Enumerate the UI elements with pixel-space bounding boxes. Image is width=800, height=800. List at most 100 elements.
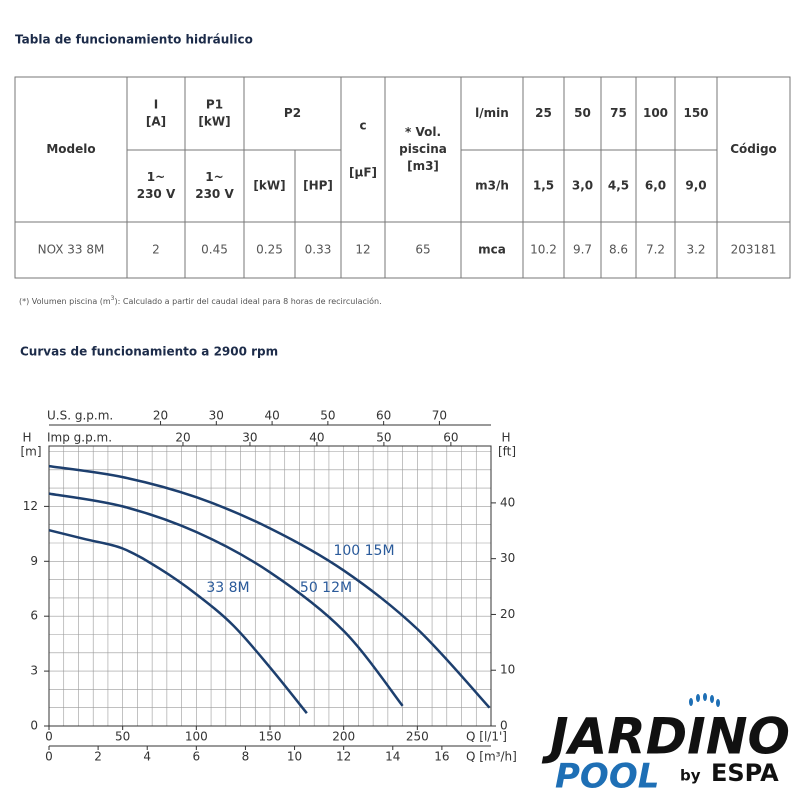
y-unit: [m]: [20, 445, 41, 459]
x-tick-label: 200: [332, 730, 355, 744]
footnote: (*) Volumen piscina (m3): Calculado a pa…: [19, 295, 382, 306]
cell-text: 65: [415, 243, 430, 257]
curve-label: 50 12M: [300, 580, 352, 596]
cell-text: [HP]: [303, 179, 333, 193]
axis-tick-label: 14: [385, 750, 400, 764]
cell-text: [A]: [146, 115, 166, 129]
cell-text: 50: [574, 106, 591, 120]
cell-text: [m3]: [407, 159, 439, 173]
cell-text: 2: [152, 243, 160, 257]
table-cell: [340, 76, 386, 223]
footnote-text: (*) Volumen piscina (m: [19, 297, 111, 306]
section-title: Curvas de funcionamiento a 2900 rpm: [20, 345, 278, 359]
y-tick-label: 6: [30, 609, 38, 623]
logo-line: POOL: [555, 757, 659, 797]
table-cell: [716, 221, 791, 279]
cell-text: m3/h: [475, 179, 509, 193]
y-tick-label: 0: [30, 719, 38, 733]
cell-text: NOX 33 8M: [38, 243, 105, 257]
cell-text: 230 V: [137, 187, 176, 201]
cell-text: 3,0: [572, 179, 593, 193]
cell-text: 0.25: [256, 243, 283, 257]
axis-tick-label: 4: [143, 750, 151, 764]
cell-text: c: [359, 119, 366, 133]
cell-text: 0.45: [201, 243, 228, 257]
y2-tick-label: 10: [500, 663, 515, 677]
cell-text: 9.7: [573, 243, 592, 257]
x-tick-label: 150: [259, 730, 282, 744]
axis-tick-label: 20: [175, 431, 190, 445]
cell-text: 203181: [731, 243, 777, 257]
cell-text: 4,5: [608, 179, 629, 193]
curve-label: 33 8M: [206, 580, 249, 596]
cell-text: 1~: [147, 170, 165, 184]
y2-tick-label: 40: [500, 495, 515, 509]
cell-text: I: [154, 98, 158, 112]
axis-tick-label: 2: [94, 750, 102, 764]
footnote-text: ): Calculado a partir del caudal ideal p…: [115, 296, 382, 306]
x-tick-label: 250: [406, 730, 429, 744]
axis-title: Q [m³/h]: [466, 750, 517, 764]
cell-text: [kW]: [198, 115, 230, 129]
y2-unit: [ft]: [498, 445, 516, 459]
cell-text: * Vol.: [405, 125, 441, 139]
axis-tick-label: 12: [336, 750, 351, 764]
cell-text: 100: [643, 106, 668, 120]
cell-text: 7.2: [646, 243, 665, 257]
cell-text: P1: [206, 98, 223, 112]
y2-tick-label: 0: [500, 719, 508, 733]
axis-tick-label: 30: [242, 431, 257, 445]
logo-maker: ESPA: [711, 759, 779, 787]
cell-text: 150: [683, 106, 708, 120]
curve-label: 100 15M: [333, 543, 394, 559]
axis-title: U.S. g.p.m.: [47, 409, 113, 423]
cell-text: 1~: [205, 170, 223, 184]
cell-text: [kW]: [253, 179, 285, 193]
axis-tick-label: 20: [153, 409, 168, 423]
x-tick-label: 50: [115, 730, 130, 744]
cell-text: 3.2: [686, 243, 705, 257]
axis-tick-label: 50: [376, 431, 391, 445]
logo-drops: [689, 693, 720, 707]
axis-tick-label: 30: [209, 409, 224, 423]
curve: [48, 528, 308, 714]
curve: [48, 492, 404, 707]
cell-text: 8.6: [609, 243, 628, 257]
y-tick-label: 9: [30, 554, 38, 568]
cell-text: 1,5: [533, 179, 554, 193]
cell-text: 10.2: [530, 243, 557, 257]
axis-title: Imp g.p.m.: [47, 431, 112, 445]
cell-text: 230 V: [195, 187, 234, 201]
page-title: Tabla de funcionamiento hidráulico: [15, 33, 253, 47]
cell-text: [µF]: [349, 166, 377, 180]
cell-text: P2: [284, 106, 301, 120]
y2-label: H: [501, 431, 510, 445]
table-cell: [126, 76, 186, 151]
cell-text: piscina: [399, 142, 447, 156]
cell-text: l/min: [475, 106, 509, 120]
table-cell: [126, 149, 186, 223]
y-tick-label: 3: [30, 664, 38, 678]
cell-text: 0.33: [305, 243, 332, 257]
y2-tick-label: 20: [500, 607, 515, 621]
axis-tick-label: 16: [434, 750, 449, 764]
axis-tick-label: 10: [287, 750, 302, 764]
cell-text: 9,0: [685, 179, 706, 193]
cell-text: 12: [355, 243, 370, 257]
cell-text: Modelo: [46, 142, 95, 156]
cell-text: 75: [610, 106, 627, 120]
logo-brand: JARDINO: [541, 708, 790, 766]
table-cell: [184, 76, 245, 151]
cell-text: 25: [535, 106, 552, 120]
x-tick-label: 100: [185, 730, 208, 744]
axis-tick-label: 40: [264, 409, 279, 423]
axis-tick-label: 60: [376, 409, 391, 423]
axis-tick-label: 6: [193, 750, 201, 764]
axis-tick-label: 60: [443, 431, 458, 445]
y2-tick-label: 30: [500, 551, 515, 565]
axis-tick-label: 40: [309, 431, 324, 445]
logo: JARDINO POOL by ESPA: [541, 693, 790, 797]
axis-tick-label: 0: [45, 750, 53, 764]
